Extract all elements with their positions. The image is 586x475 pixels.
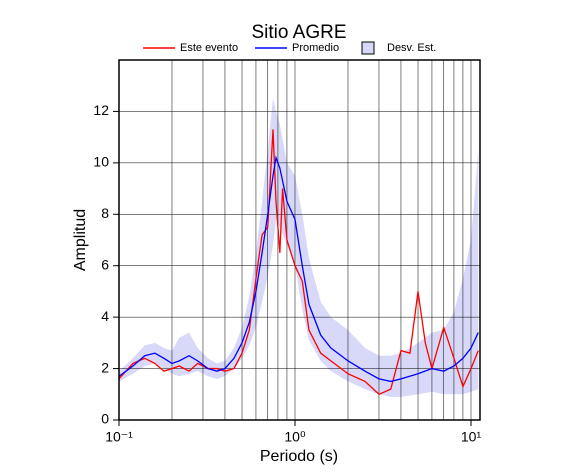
x-tick-label: 10⁰ <box>284 429 306 445</box>
y-tick-label: 4 <box>101 308 109 324</box>
y-tick-label: 0 <box>101 411 109 427</box>
series-line <box>118 129 479 396</box>
y-tick-label: 10 <box>93 154 109 170</box>
y-tick-label: 6 <box>101 256 109 272</box>
x-axis-label: Periodo (s) <box>260 448 338 465</box>
x-tick-label: 10¹ <box>461 429 482 445</box>
std-band <box>119 98 479 397</box>
chart-title: Sitio AGRE <box>251 22 346 43</box>
x-tick-label: 10⁻¹ <box>105 429 133 445</box>
y-tick-label: 2 <box>101 359 109 375</box>
y-tick-label: 8 <box>101 205 109 221</box>
plot-frame <box>118 59 481 421</box>
series-line <box>118 155 479 383</box>
legend-label: Desv. Est. <box>387 42 436 54</box>
legend-label: Promedio <box>292 42 339 54</box>
y-axis-label: Amplitud <box>72 209 89 271</box>
y-tick-label: 12 <box>93 102 109 118</box>
legend-swatch <box>361 41 375 55</box>
legend-label: Este evento <box>180 42 238 54</box>
